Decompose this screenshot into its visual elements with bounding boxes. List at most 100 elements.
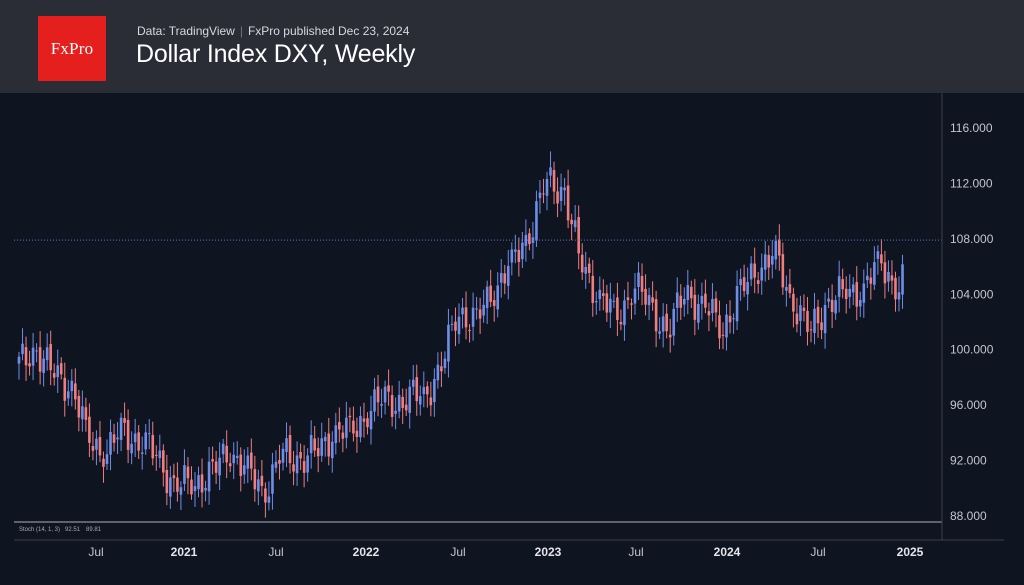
candle-body [749, 263, 753, 280]
candle-body [88, 416, 91, 443]
candle-body [42, 358, 45, 373]
candle-body [464, 307, 468, 328]
candle-body [482, 304, 485, 316]
source-line: Data: TradingView | FxPro published Dec 23… [137, 24, 409, 38]
candle-body [570, 219, 573, 225]
candle-body [21, 343, 24, 355]
candle-body [200, 474, 204, 493]
candle-body [369, 410, 373, 430]
candle-body [278, 459, 281, 464]
candle-body [612, 300, 616, 302]
y-tick-label: 88.000 [950, 509, 987, 523]
candle-body [454, 321, 457, 331]
candle-body [260, 475, 264, 487]
candle-body [858, 300, 862, 307]
candle-body [756, 280, 760, 284]
candle-body [169, 477, 172, 497]
candle-body [721, 334, 725, 336]
x-tick-label: 2023 [535, 545, 562, 559]
candle-body [598, 289, 602, 300]
candle-body [742, 277, 746, 292]
candle-body [647, 295, 651, 306]
candle-body [144, 432, 148, 450]
candle-body [637, 272, 640, 287]
candle-body [725, 314, 728, 338]
candle-body [341, 432, 345, 439]
candle-body [77, 395, 81, 418]
candle-body [855, 282, 859, 307]
candle-body [792, 293, 795, 312]
candle-body [661, 316, 665, 332]
candle-body [492, 300, 496, 306]
candle-body [70, 380, 74, 392]
candle-body [165, 470, 169, 494]
candle-body [735, 286, 739, 322]
candle-body [401, 396, 404, 409]
candle-body [126, 419, 130, 450]
chart-title: Dollar Index DXY, Weekly [136, 40, 416, 68]
candle-body [288, 435, 292, 464]
candle-body [330, 441, 334, 459]
published-date: FxPro published Dec 23, 2024 [247, 24, 410, 38]
candle-body [102, 458, 105, 467]
candle-body [133, 433, 137, 443]
candle-body [186, 466, 190, 479]
candle-body [116, 437, 119, 440]
y-tick-label: 108.000 [950, 232, 994, 246]
candle-body [338, 422, 341, 430]
candle-body [760, 267, 764, 281]
candle-body [503, 273, 507, 284]
candle-body [239, 454, 243, 476]
x-tick-label: Jul [810, 545, 825, 559]
separator: | [239, 24, 243, 38]
candle-body [246, 455, 250, 469]
candle-body [496, 285, 500, 310]
candle-body [56, 365, 60, 378]
candle-body [253, 469, 257, 490]
y-axis: 116.000 112.000 108.000 104.000 100.000 96.00… [950, 121, 994, 523]
candle-body [538, 192, 542, 199]
candle-body [739, 279, 742, 286]
candle-body [897, 292, 901, 300]
indicator-d-value: 89.81 [86, 527, 102, 533]
x-tick-label: Jul [628, 545, 643, 559]
header-bar: FxPro Data: TradingView | FxPro published … [0, 0, 1024, 93]
candle-body [24, 347, 28, 366]
candle-body [690, 286, 693, 299]
x-tick-label: 2024 [714, 545, 741, 559]
candle-body [651, 297, 654, 303]
candle-body [468, 330, 471, 332]
candle-body [436, 364, 440, 381]
candle-body [802, 307, 806, 311]
candle-body [218, 457, 221, 476]
candle-body [528, 233, 531, 245]
candle-body [411, 379, 415, 387]
candle-body [109, 432, 112, 455]
candle-body [447, 324, 450, 362]
candle-body [524, 234, 528, 246]
candle-body [587, 263, 591, 273]
candle-body [158, 450, 162, 459]
candle-body [679, 295, 683, 308]
candle-body [98, 437, 102, 456]
candle-body [422, 387, 426, 395]
candle-body [700, 295, 704, 304]
candle-body [387, 385, 390, 392]
candle-body [299, 452, 302, 459]
candle-body [584, 266, 588, 274]
candle-body [235, 455, 239, 459]
candle-body [478, 309, 482, 319]
candle-body [686, 285, 690, 301]
candle-body [204, 487, 207, 491]
x-tick-label: Jul [88, 545, 103, 559]
candle-body [799, 305, 802, 321]
candle-body [95, 438, 98, 450]
candle-body [119, 417, 123, 440]
candle-body [52, 373, 56, 378]
candle-body [809, 329, 813, 331]
candle-body [295, 455, 299, 474]
candle-body [644, 288, 647, 305]
candle-body [74, 383, 77, 400]
candle-body [556, 191, 559, 204]
